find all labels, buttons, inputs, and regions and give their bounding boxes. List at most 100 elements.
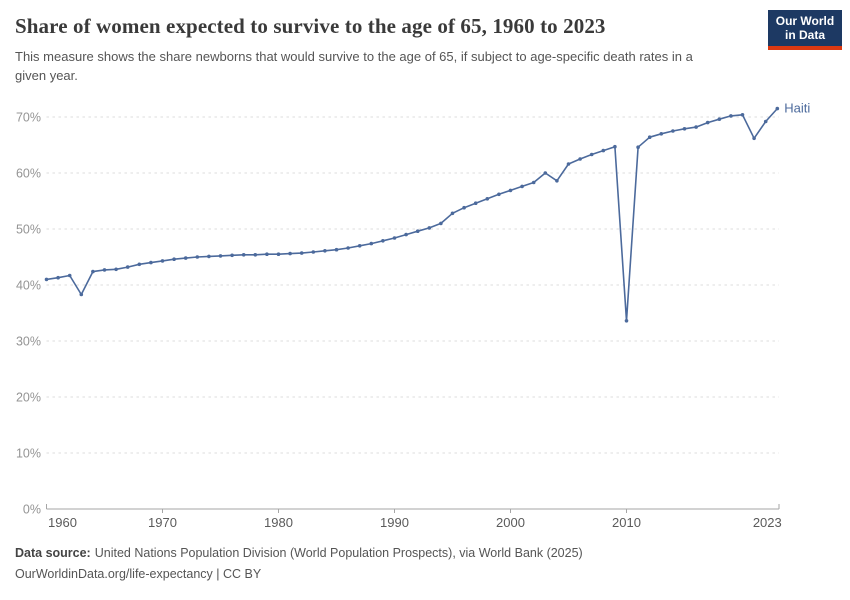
y-axis-label: 50% [16,223,41,237]
owid-logo-line2: in Data [784,28,825,42]
data-point[interactable] [392,236,397,240]
data-point[interactable] [149,260,153,265]
y-axis-label: 10% [16,447,41,461]
data-point[interactable] [334,247,339,252]
data-source-line: Data source: United Nations Population Di… [15,543,835,564]
data-source-text: United Nations Population Division (Worl… [94,546,583,560]
data-points[interactable] [44,106,780,323]
separator: | [216,567,220,581]
data-point[interactable] [381,239,385,243]
gridlines [46,116,780,510]
data-point[interactable] [589,152,594,157]
data-point[interactable] [520,184,524,189]
data-point[interactable] [195,255,200,259]
y-axis-label: 70% [16,111,41,125]
data-point[interactable] [647,135,652,139]
x-axis-label: 2000 [496,515,525,530]
data-point[interactable] [125,265,130,269]
data-point[interactable] [752,136,756,141]
chart-subtitle: This measure shows the share newborns th… [15,49,693,83]
license-text: CC BY [223,567,262,581]
data-point[interactable] [531,180,536,185]
data-point[interactable] [659,132,664,136]
data-point[interactable] [578,157,582,161]
data-point[interactable] [288,251,292,256]
data-point[interactable] [705,120,710,125]
data-point[interactable] [44,277,49,282]
data-point[interactable] [555,179,559,183]
y-axis-labels: 0% 10% 20% 30% 40% 50% 60% 70% [16,111,41,517]
y-axis-label: 60% [16,167,41,181]
data-point[interactable] [462,205,466,210]
data-point[interactable] [79,292,84,297]
data-point[interactable] [543,171,548,175]
y-axis-label: 0% [23,503,41,517]
y-axis-label: 20% [16,391,41,405]
data-point[interactable] [497,192,501,197]
data-point[interactable] [346,246,350,250]
x-axis-label: 1980 [264,515,293,530]
data-point[interactable] [775,106,780,111]
data-source-label: Data source: [15,546,91,560]
data-point[interactable] [56,275,60,280]
x-axis-label: 2010 [612,515,641,530]
data-point[interactable] [299,251,304,255]
data-point[interactable] [91,269,95,274]
data-point[interactable] [311,250,316,254]
data-point[interactable] [265,252,269,256]
data-point[interactable] [682,127,687,131]
owid-logo-line1: Our World [775,14,835,28]
data-point[interactable] [485,197,490,201]
chart-footer: Data source: United Nations Population Di… [15,543,835,585]
data-point[interactable] [207,254,211,259]
data-point[interactable] [624,319,629,323]
data-point[interactable] [253,253,258,257]
x-axis-ticks [162,509,627,513]
data-point[interactable] [717,117,722,121]
x-axis-label: 1960 [48,515,77,530]
entity-label-haiti[interactable]: Haiti [784,101,810,116]
data-point[interactable] [241,253,246,257]
data-point[interactable] [357,244,362,248]
data-point[interactable] [508,188,513,193]
license-line: OurWorldinData.org/life-expectancy | CC … [15,564,835,585]
data-point[interactable] [230,253,234,258]
data-point[interactable] [67,273,72,278]
owid-logo: Our World in Data [768,10,842,50]
haiti-line[interactable] [45,107,779,322]
data-point[interactable] [763,119,768,124]
y-axis-label: 30% [16,335,41,349]
data-point[interactable] [415,229,420,233]
data-point[interactable] [404,232,408,237]
data-point[interactable] [601,148,606,153]
data-point[interactable] [694,125,698,129]
data-point[interactable] [218,254,223,258]
x-axis-label: 1970 [148,515,177,530]
data-point[interactable] [369,241,374,246]
data-point[interactable] [636,145,640,149]
data-point[interactable] [323,249,327,253]
owid-url-link[interactable]: OurWorldinData.org/life-expectancy [15,567,213,581]
x-axis-label: 2023 [753,515,782,530]
data-point[interactable] [427,226,432,230]
x-axis-label: 1990 [380,515,409,530]
data-point[interactable] [137,262,142,267]
data-point[interactable] [613,144,617,149]
data-point[interactable] [729,114,733,118]
data-point[interactable] [439,221,443,226]
data-point[interactable] [473,201,478,205]
data-point[interactable] [671,129,675,133]
data-point[interactable] [102,268,107,272]
data-point[interactable] [160,259,165,263]
data-point[interactable] [172,257,176,262]
data-point[interactable] [183,256,188,260]
data-point[interactable] [450,211,455,216]
data-point[interactable] [740,113,745,117]
data-point[interactable] [114,267,118,272]
data-point[interactable] [276,252,281,256]
data-point[interactable] [566,162,571,166]
chart-title: Share of women expected to survive to th… [15,14,606,38]
y-axis-label: 40% [16,279,41,293]
